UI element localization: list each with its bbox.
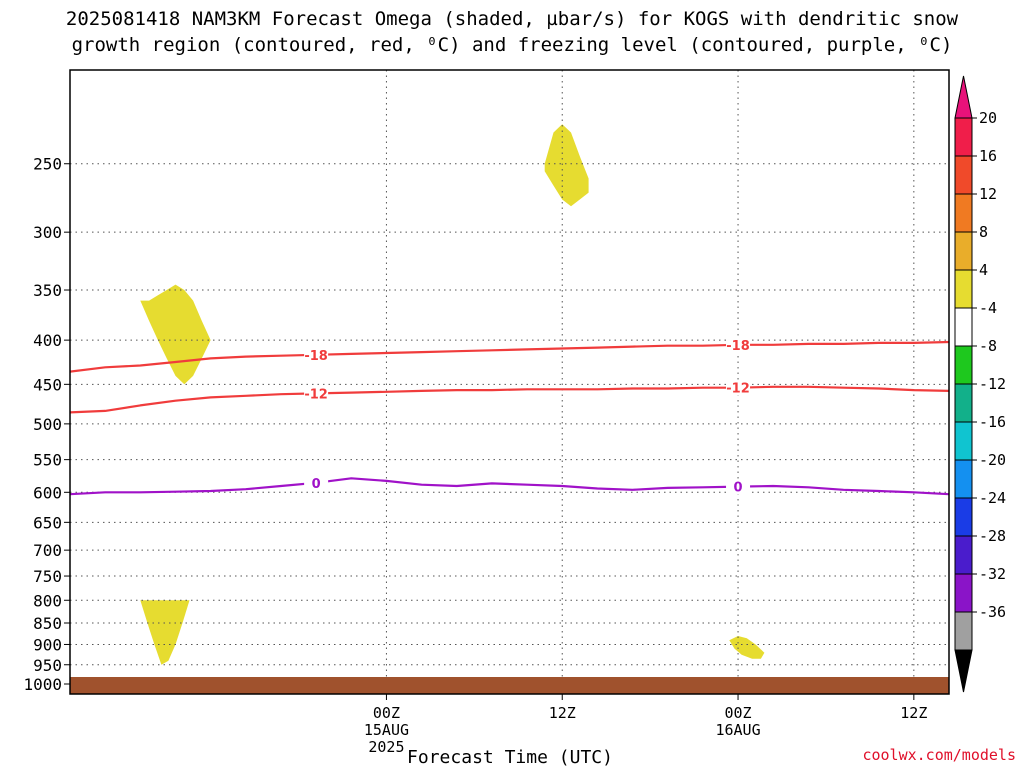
y-tick-label: 600 [33, 483, 62, 502]
colorbar-swatch [954, 269, 973, 309]
y-tick-label: 750 [33, 567, 62, 586]
colorbar-swatch [954, 421, 973, 461]
y-tick-label: 950 [33, 656, 62, 675]
colorbar-swatch [954, 345, 973, 385]
contour-label: 0 [734, 481, 743, 496]
x-axis: 00Z15AUG202512Z00Z16AUG12Z00Z17AUG [364, 694, 927, 756]
contour-label: -18 [304, 349, 328, 364]
x-tick-label: 2025 [368, 738, 404, 756]
y-tick-label: 900 [33, 635, 62, 654]
contour-label-bg [304, 474, 329, 491]
colorbar-tick-label: 20 [979, 109, 997, 127]
contour-line--12 [70, 385, 949, 414]
colorbar-swatch [954, 497, 973, 537]
contour-label: -12 [726, 382, 750, 397]
omega-area-yellow-4 [729, 636, 765, 659]
colorbar-swatch [954, 459, 973, 499]
y-tick-label: 400 [33, 331, 62, 350]
colorbar-tick-label: -16 [979, 413, 1006, 431]
colorbar-tick-label: -28 [979, 527, 1006, 545]
y-tick-label: 300 [33, 223, 62, 242]
colorbar-tick-label: -24 [979, 489, 1006, 507]
colorbar-tick-label: -8 [979, 337, 997, 355]
colorbar-swatch [954, 307, 973, 347]
colorbar-swatch [954, 573, 973, 613]
y-tick-label: 550 [33, 451, 62, 470]
y-tick-label: 350 [33, 281, 62, 300]
x-tick-label: 00Z [724, 704, 751, 722]
colorbar-swatch [954, 383, 973, 423]
plot-frame [69, 69, 950, 695]
contour-label-bg [304, 346, 329, 363]
colorbar-tick-label: -4 [979, 299, 997, 317]
plot-background [70, 70, 949, 694]
y-tick-label: 700 [33, 541, 62, 560]
contour-label: 0 [1015, 489, 1024, 504]
omega-area-yellow-2 [140, 600, 190, 665]
contour-label-bg [1007, 487, 1024, 503]
colorbar-tick-label: -12 [979, 375, 1006, 393]
contour-label: 0 [312, 477, 321, 492]
colorbar-swatch [954, 193, 973, 233]
chart-title-line-2: growth region (contoured, red, ⁰C) and f… [72, 34, 953, 56]
contour-label-bg [726, 379, 751, 396]
contour-label: -18 [726, 339, 750, 354]
colorbar-tick-label: 16 [979, 147, 997, 165]
x-tick-label: 15AUG [364, 721, 409, 739]
x-tick-label: 00Z [373, 704, 400, 722]
contour-line-0 [70, 477, 949, 496]
contour-label: -18 [1008, 338, 1024, 353]
colorbar-tick-label: -36 [979, 603, 1006, 621]
x-tick-label: 12Z [900, 704, 927, 722]
y-tick-label: 800 [33, 591, 62, 610]
y-tick-label: 1000 [23, 675, 62, 694]
colorbar: 20 16 12 8 4 -4 -8 -12 -16 -20 -24 -28 -32 -36 [954, 75, 1006, 693]
y-tick-label: 850 [33, 614, 62, 633]
contour-label: -12 [1008, 388, 1024, 403]
y-tick-label: 650 [33, 513, 62, 532]
colorbar-top-arrow [954, 75, 973, 119]
omega-area-yellow-3 [544, 124, 589, 207]
credit-text: coolwx.com/models [862, 746, 1016, 764]
colorbar-tick-label: 12 [979, 185, 997, 203]
y-tick-label: 250 [33, 155, 62, 174]
colorbar-swatch [954, 155, 973, 195]
contour-label-bg [726, 336, 751, 353]
contour-label-bg [304, 385, 329, 402]
contour-label-bg [1007, 336, 1024, 352]
contour-label: -12 [304, 387, 328, 402]
colorbar-swatch [954, 231, 973, 271]
terrain-ground [70, 677, 949, 694]
contour-label-bg [726, 478, 751, 495]
colorbar-bottom-arrow [954, 649, 973, 693]
contour-line--18 [70, 340, 949, 373]
y-tick-label: 500 [33, 415, 62, 434]
y-axis: 250 300 350 400 450 500 550 600 650 700 750 800 850 9… [23, 155, 70, 694]
plot-area: -18-18-18-12-12-12000 [69, 69, 1024, 695]
y-tick-label: 450 [33, 375, 62, 394]
colorbar-swatch [954, 535, 973, 575]
colorbar-tick-label: -32 [979, 565, 1006, 583]
x-tick-label: 16AUG [715, 721, 760, 739]
colorbar-swatch [954, 117, 973, 157]
contour-label-bg [1007, 386, 1024, 402]
x-axis-label: Forecast Time (UTC) [407, 747, 613, 768]
contour-lines: -18-18-18-12-12-12000 [70, 336, 1024, 504]
colorbar-tick-label: 8 [979, 223, 988, 241]
chart-title-line-1: 2025081418 NAM3KM Forecast Omega (shaded… [66, 8, 959, 30]
colorbar-tick-label: 4 [979, 261, 988, 279]
x-tick-label: 12Z [549, 704, 576, 722]
colorbar-swatch [954, 611, 973, 651]
colorbar-tick-label: -20 [979, 451, 1006, 469]
